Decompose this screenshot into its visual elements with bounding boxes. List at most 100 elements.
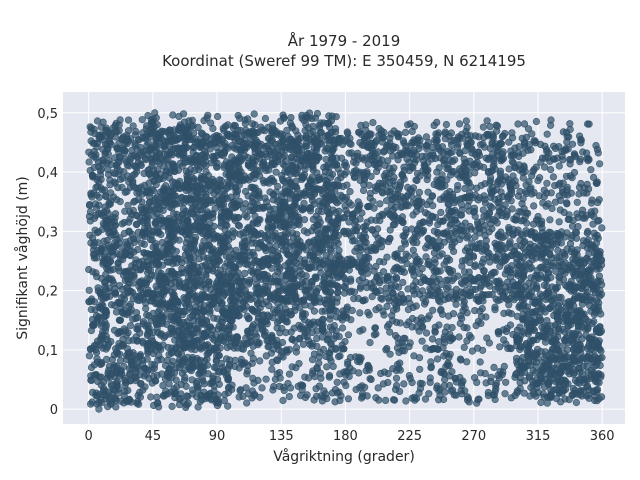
data-point — [193, 383, 201, 391]
data-point — [210, 157, 218, 165]
data-point — [139, 386, 147, 394]
data-point — [398, 339, 406, 347]
data-point — [250, 307, 258, 316]
data-point — [473, 344, 482, 352]
data-point — [288, 363, 296, 371]
data-point — [276, 374, 284, 382]
data-point — [323, 395, 331, 403]
data-point — [104, 260, 113, 268]
data-point — [203, 293, 211, 302]
data-point — [421, 395, 430, 403]
data-point — [181, 230, 190, 238]
data-point — [159, 341, 167, 349]
data-point — [508, 205, 516, 213]
data-point — [300, 332, 308, 340]
data-point — [210, 190, 218, 198]
data-point — [358, 392, 367, 401]
data-point — [422, 329, 431, 337]
data-point — [85, 201, 94, 209]
data-point — [559, 179, 567, 187]
data-point — [233, 338, 241, 346]
data-point — [416, 379, 424, 388]
data-point — [112, 241, 120, 249]
data-point — [335, 207, 343, 215]
data-point — [88, 234, 97, 242]
data-point — [347, 316, 355, 324]
data-point — [454, 272, 462, 280]
data-point — [319, 320, 327, 329]
data-point — [228, 385, 236, 394]
data-point — [240, 359, 248, 367]
data-point — [535, 192, 543, 200]
data-point — [551, 198, 560, 206]
data-point — [90, 173, 98, 181]
data-point — [171, 394, 179, 402]
data-point — [402, 397, 410, 405]
data-point — [331, 227, 339, 235]
data-point — [217, 215, 225, 224]
data-point — [539, 199, 547, 207]
data-point — [432, 130, 440, 138]
data-point — [240, 277, 248, 285]
data-point — [151, 346, 159, 354]
data-point — [500, 309, 508, 318]
data-point — [156, 205, 164, 214]
data-point — [187, 165, 195, 173]
data-point — [318, 326, 327, 335]
data-point — [530, 189, 538, 197]
data-point — [214, 289, 222, 297]
data-point — [143, 290, 151, 298]
data-point — [482, 379, 490, 387]
data-point — [90, 361, 98, 369]
data-point — [437, 367, 446, 376]
data-point — [396, 319, 404, 327]
data-point — [408, 323, 416, 331]
data-point — [170, 201, 178, 209]
data-point — [226, 323, 234, 331]
data-point — [400, 298, 408, 306]
data-point — [333, 378, 341, 386]
data-point — [169, 357, 177, 365]
data-point — [195, 195, 203, 204]
data-point — [565, 215, 573, 224]
data-point — [338, 154, 346, 162]
data-point — [509, 172, 517, 180]
data-point — [339, 324, 347, 332]
data-point — [277, 310, 285, 318]
data-point — [188, 356, 196, 364]
data-point — [118, 183, 126, 191]
data-point — [477, 319, 485, 328]
data-point — [471, 374, 479, 382]
data-point — [212, 282, 220, 290]
data-point — [133, 189, 141, 197]
data-point — [108, 390, 116, 398]
data-point — [298, 173, 306, 182]
data-point — [563, 200, 571, 208]
data-point — [196, 206, 205, 214]
data-point — [145, 179, 153, 187]
data-point — [485, 339, 494, 347]
data-point — [136, 329, 144, 337]
data-point — [102, 312, 110, 320]
data-point — [393, 305, 401, 313]
data-point — [274, 268, 282, 276]
data-point — [540, 186, 548, 194]
data-point — [445, 312, 453, 320]
data-point — [165, 373, 173, 381]
data-point — [152, 218, 160, 226]
data-point — [125, 395, 133, 404]
data-point — [97, 396, 105, 404]
data-point — [518, 200, 526, 208]
data-point — [160, 184, 168, 192]
data-point — [205, 213, 213, 221]
data-point — [192, 325, 200, 333]
data-point — [144, 222, 152, 230]
data-point — [176, 177, 184, 185]
data-point — [438, 310, 447, 318]
data-point — [179, 215, 187, 223]
data-point — [391, 332, 400, 340]
data-point — [502, 378, 510, 386]
data-point — [330, 306, 338, 314]
data-point — [222, 252, 230, 260]
data-point — [349, 237, 357, 245]
